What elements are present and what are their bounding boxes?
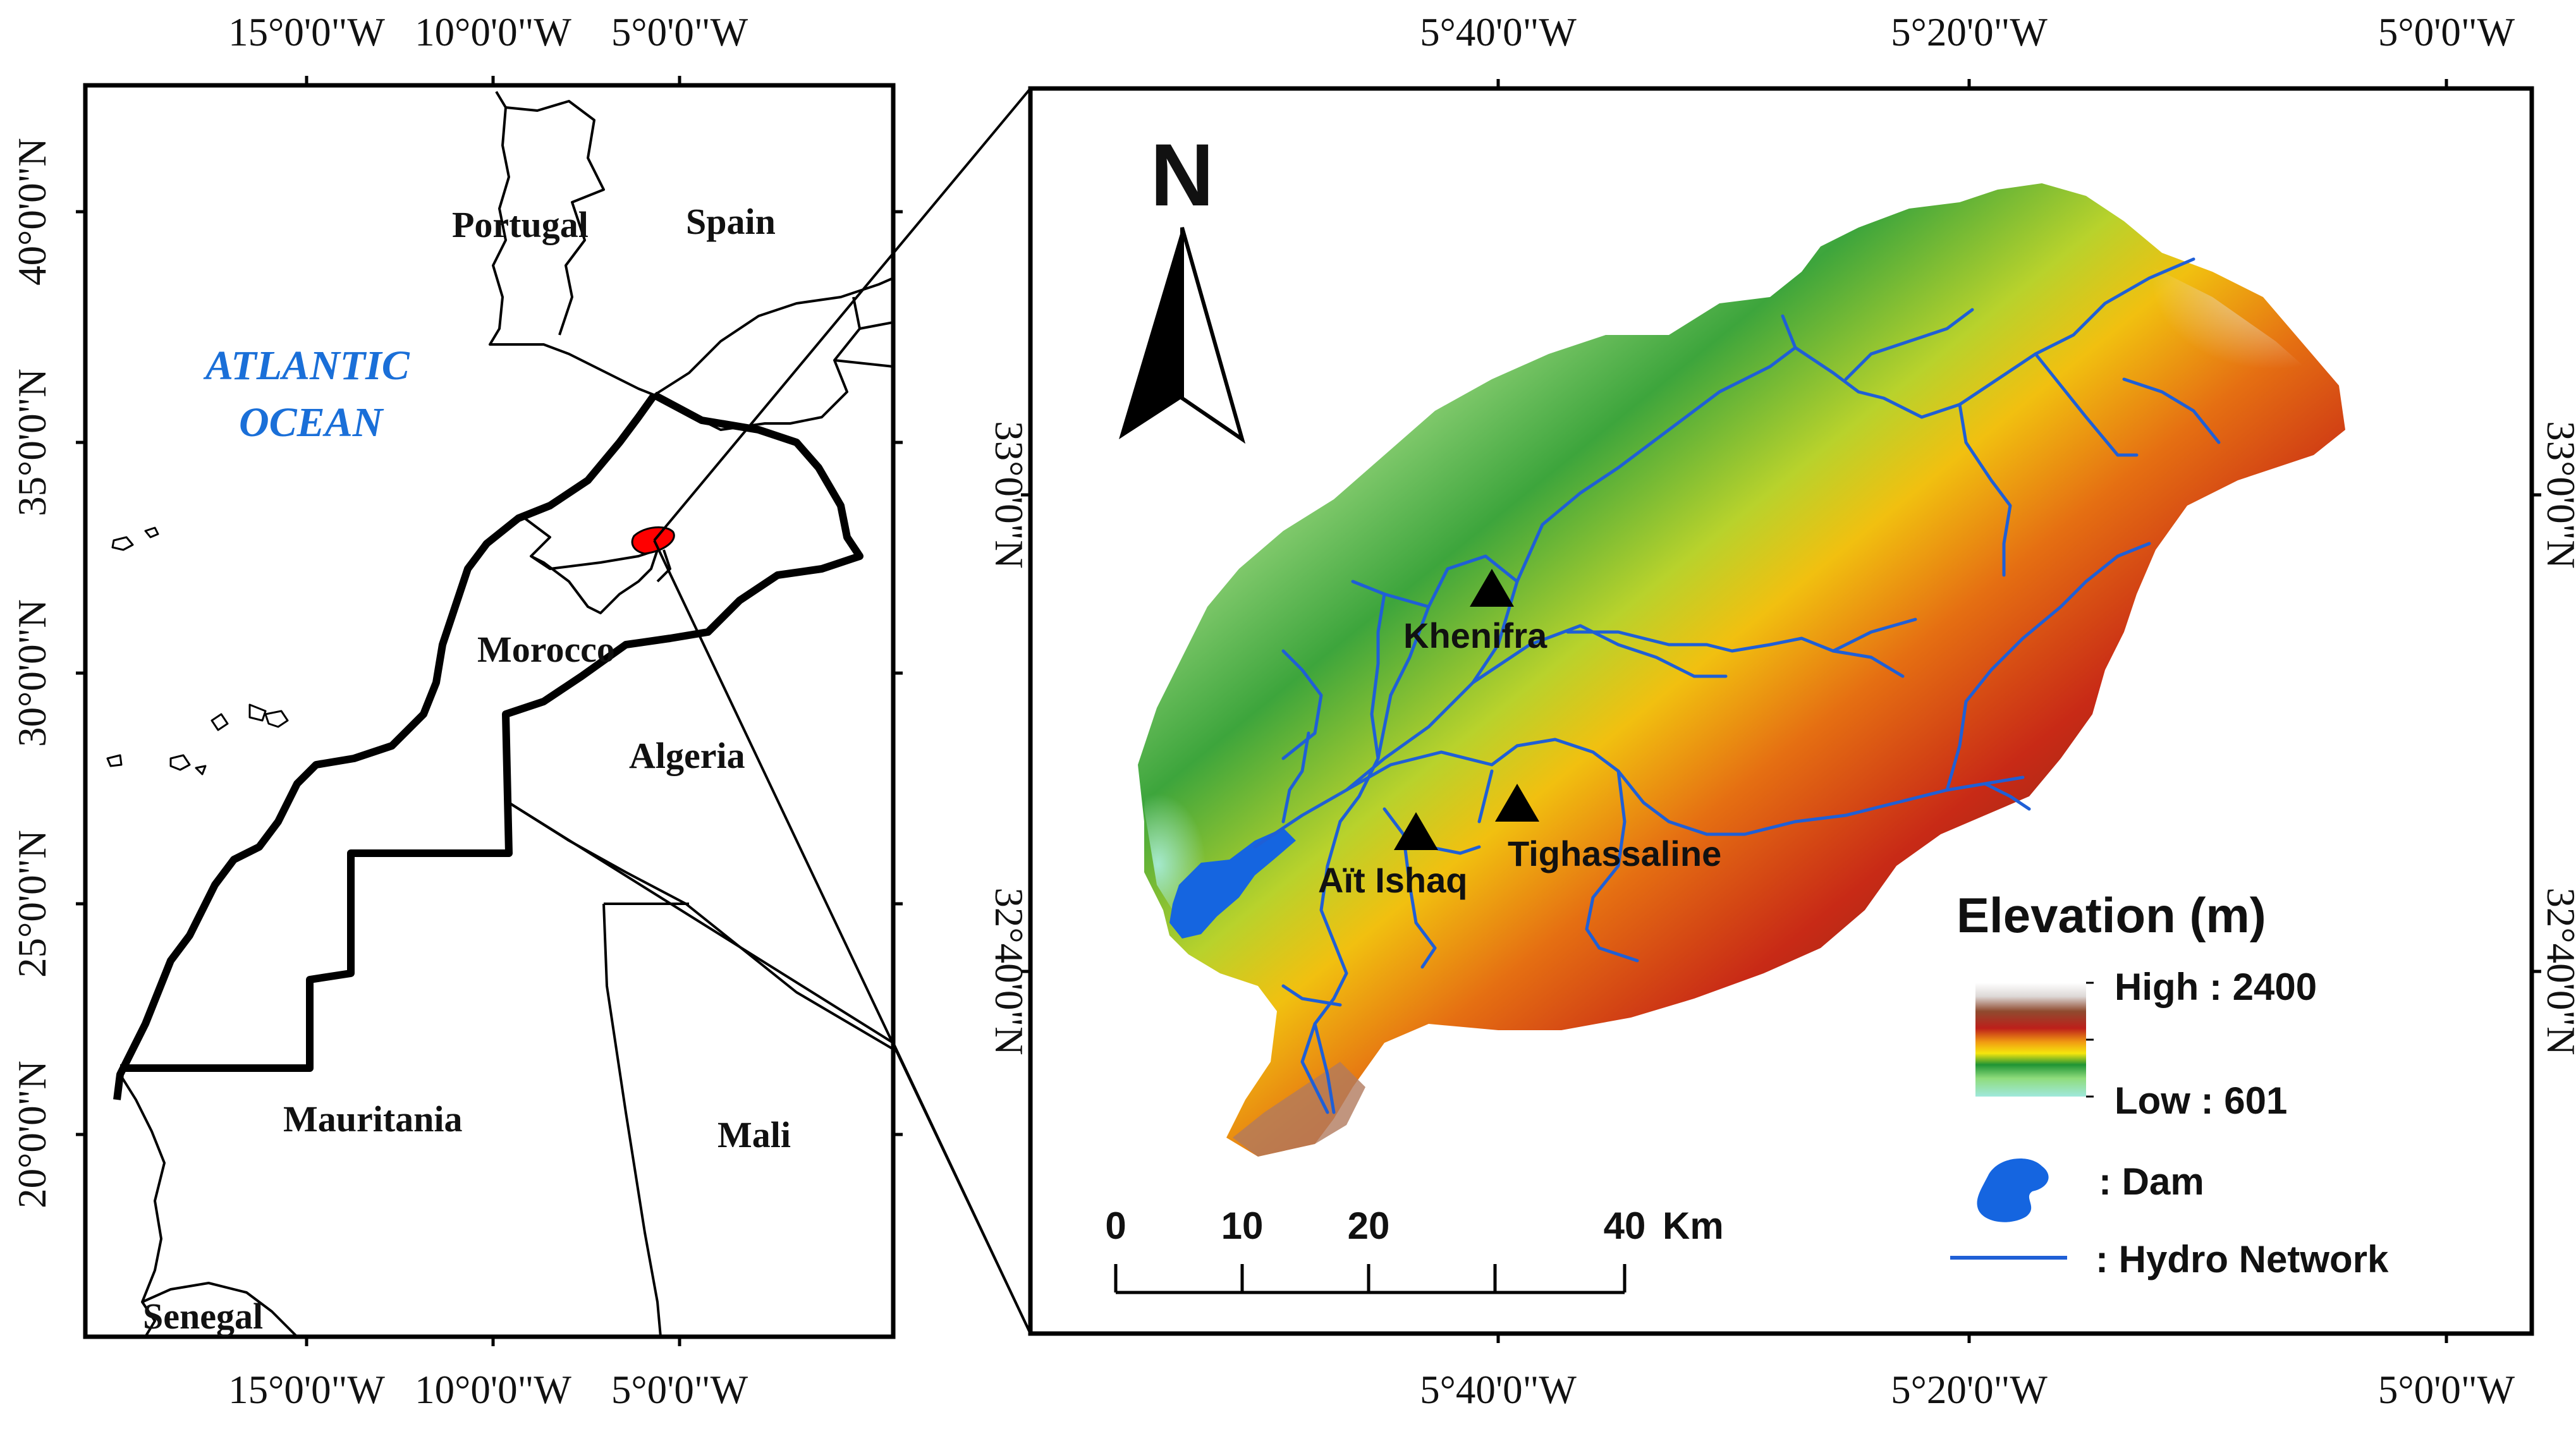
label-ait-ishaq: Aït Ishaq xyxy=(1318,860,1467,900)
legend-dam-symbol xyxy=(1977,1158,2049,1222)
town-marker-khenifra xyxy=(1470,569,1514,607)
label-senegal: Senegal xyxy=(143,1296,263,1337)
watershed-elevation xyxy=(1138,183,2345,1157)
overview-frame xyxy=(83,83,896,1339)
legend-elevation-ramp xyxy=(1975,983,2086,1097)
town-marker-ait-ishaq xyxy=(1394,812,1438,850)
legend-dam: : Dam xyxy=(2099,1160,2204,1203)
legend-low: Low : 601 xyxy=(2115,1079,2287,1122)
dam-reservoir xyxy=(1169,828,1296,939)
label-spain: Spain xyxy=(686,201,776,242)
legend-high: High : 2400 xyxy=(2115,966,2317,1008)
overview-top-tick-2: 10°0'0"W xyxy=(415,10,571,54)
overview-ticks xyxy=(76,76,903,1346)
detail-left-tick-2: 32°40'0"N xyxy=(987,887,1031,1055)
detail-ticks xyxy=(1021,79,2541,1343)
detail-bottom-tick-1: 5°40'0"W xyxy=(1420,1368,1577,1412)
scale-tick-0: 0 xyxy=(1105,1205,1126,1247)
study-area-marker xyxy=(631,526,675,555)
overview-left-tick-4: 25°0'0"N xyxy=(10,830,54,978)
scale-tick-40: 40 xyxy=(1604,1205,1646,1247)
scale-bar: 0 10 20 40 Km xyxy=(1105,1205,1724,1294)
town-markers xyxy=(1394,569,1539,850)
north-arrow-light-half xyxy=(1180,227,1246,444)
scale-tick-10: 10 xyxy=(1221,1205,1264,1247)
overview-left-tick-2: 35°0'0"N xyxy=(10,368,54,516)
north-arrow-label: N xyxy=(1150,125,1214,224)
detail-left-tick-1: 33°0'0"N xyxy=(987,421,1031,569)
label-ocean-line2: OCEAN xyxy=(239,399,384,446)
overview-left-tick-5: 20°0'0"N xyxy=(10,1061,54,1208)
town-marker-tighassaline xyxy=(1495,784,1539,822)
detail-right-tick-1: 33°0'0"N xyxy=(2539,421,2576,569)
overview-left-tick-3: 30°0'0"N xyxy=(10,599,54,747)
detail-bottom-tick-2: 5°20'0"W xyxy=(1891,1368,2048,1412)
scale-tick-20: 20 xyxy=(1348,1205,1390,1247)
southern-foothill-shading xyxy=(1233,1062,1365,1157)
legend: Elevation (m) High : 2400 Low : 601 : Da… xyxy=(1950,887,2389,1280)
overview-top-tick-1: 15°0'0"W xyxy=(228,10,385,54)
overview-map: Portugal Spain ATLANTIC OCEAN Morocco Al… xyxy=(10,10,903,1412)
detail-top-tick-3: 5°0'0"W xyxy=(2378,10,2515,54)
overview-bottom-tick-1: 15°0'0"W xyxy=(228,1368,385,1412)
overview-top-tick-3: 5°0'0"W xyxy=(611,10,748,54)
legend-hydro: : Hydro Network xyxy=(2096,1238,2389,1280)
lowland-shading xyxy=(1144,683,1315,935)
overview-bottom-tick-2: 10°0'0"W xyxy=(415,1368,571,1412)
legend-title: Elevation (m) xyxy=(1956,887,2266,943)
north-arrow: N xyxy=(1119,125,1246,444)
label-ocean-line1: ATLANTIC xyxy=(203,343,410,389)
detail-right-tick-2: 32°40'0"N xyxy=(2539,887,2576,1055)
label-mali: Mali xyxy=(717,1114,791,1155)
detail-map: Khenifra Tighassaline Aït Ishaq N Elevat… xyxy=(987,10,2576,1412)
detail-bottom-tick-3: 5°0'0"W xyxy=(2378,1368,2515,1412)
label-khenifra: Khenifra xyxy=(1403,616,1547,655)
detail-top-tick-1: 5°40'0"W xyxy=(1420,10,1577,54)
scale-unit: Km xyxy=(1663,1205,1724,1247)
zoom-connectors xyxy=(508,87,1032,1334)
overview-left-tick-1: 40°0'0"N xyxy=(10,138,54,286)
label-portugal: Portugal xyxy=(452,204,589,245)
hydro-network xyxy=(1253,257,2221,1114)
label-morocco: Morocco xyxy=(477,629,615,670)
label-tighassaline: Tighassaline xyxy=(1508,834,1721,873)
label-mauritania: Mauritania xyxy=(283,1098,463,1140)
detail-top-tick-2: 5°20'0"W xyxy=(1891,10,2048,54)
high-peaks-shading xyxy=(1991,221,2333,480)
north-arrow-dark-half xyxy=(1119,228,1182,439)
overview-bottom-tick-3: 5°0'0"W xyxy=(611,1368,748,1412)
label-algeria: Algeria xyxy=(629,735,745,776)
